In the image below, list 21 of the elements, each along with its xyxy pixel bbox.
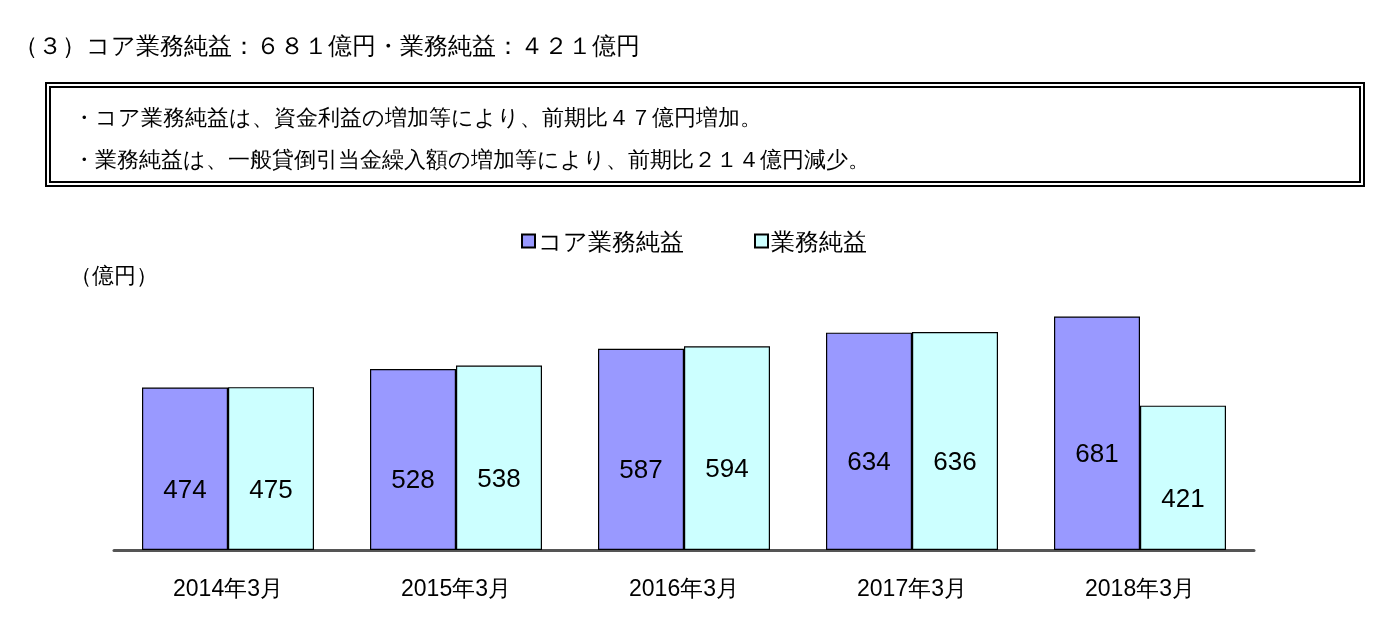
chart-title: （３）コア業務純益：６８１億円・業務純益：４２１億円 [14,31,640,61]
data-label: 475 [249,473,293,504]
x-tick-label: 2017年3月 [857,574,967,601]
data-label: 634 [847,446,891,477]
data-label: 636 [933,445,977,476]
data-label: 594 [705,453,749,484]
data-label: 681 [1075,438,1119,469]
text: ・業務純益は、一般貸倒引当金繰入額の増加等により、前期比２１４億円減少。 [73,146,871,174]
x-tick-label: 2015年3月 [401,574,511,601]
data-label: 421 [1161,482,1205,513]
x-tick-label: 2018年3月 [1085,574,1195,601]
data-label: 474 [163,473,207,504]
text: ・コア業務純益は、資金利益の増加等により、前期比４７億円増加。 [73,104,763,132]
y-axis-title: （億円） [70,262,158,288]
data-label: 528 [391,464,435,495]
data-label: 587 [619,454,663,485]
x-tick-label: 2014年3月 [173,574,283,601]
legend-label: コア業務純益 [538,227,684,255]
legend-label: 業務純益 [771,227,867,255]
data-label: 538 [477,462,521,493]
x-tick-label: 2016年3月 [629,574,739,601]
